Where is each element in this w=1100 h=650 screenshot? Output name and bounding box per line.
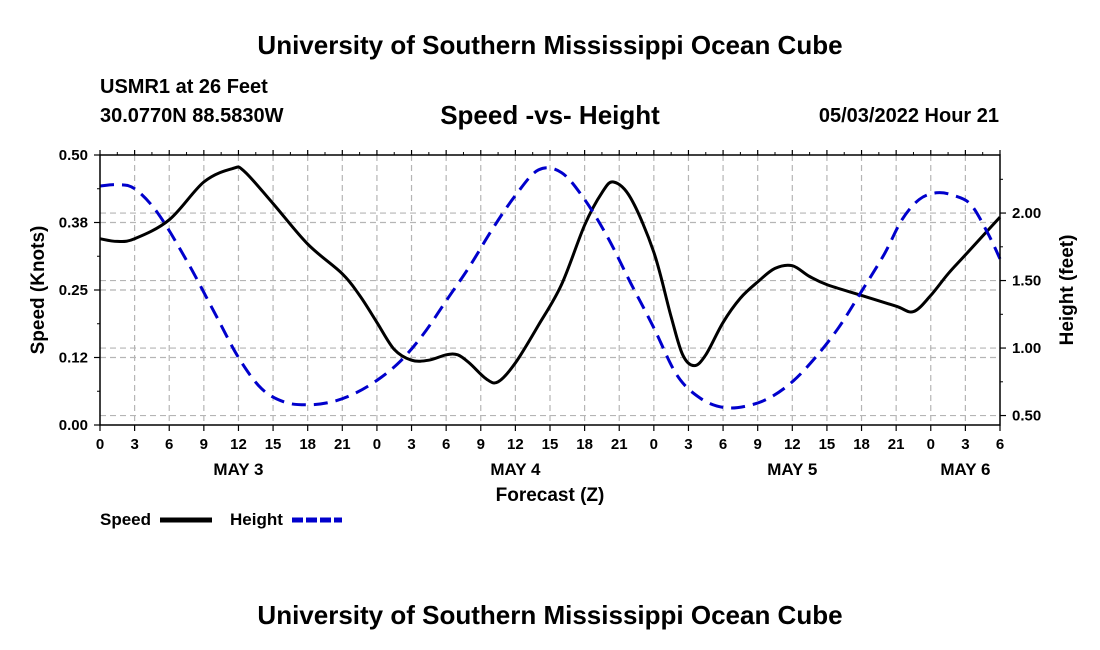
legend: Speed Height — [100, 510, 342, 529]
y2-tick-label: 0.50 — [1012, 408, 1041, 425]
x-tick-label: 12 — [507, 436, 524, 453]
x-tick-label: 18 — [853, 436, 870, 453]
legend-label-speed: Speed — [100, 510, 151, 529]
grid-layer — [100, 155, 1000, 425]
x-tick-label: 12 — [230, 436, 247, 453]
x-tick-label: 15 — [265, 436, 282, 453]
series-line-height — [99, 166, 1002, 410]
forecast-datetime: 05/03/2022 Hour 21 — [818, 105, 999, 127]
station-label: USMR1 at 26 Feet — [100, 76, 268, 98]
legend-label-height: Height — [230, 510, 283, 529]
x-tick-label: 3 — [684, 436, 692, 453]
x-tick-label: 3 — [407, 436, 415, 453]
y2-tick-label: 1.50 — [1012, 273, 1041, 290]
x-tick-label: 3 — [961, 436, 969, 453]
chart-title: Speed -vs- Height — [440, 100, 660, 130]
page-title: University of Southern Mississippi Ocean… — [257, 30, 843, 60]
axis-layer: 0 3 6 9 12 15 18 21 0 3 6 9 12 15 18 21 0 3 6 9 12 15 18 21 0 3 6M… — [28, 147, 1078, 506]
x-tick-label: 9 — [200, 436, 208, 453]
x-axis-title: Forecast (Z) — [496, 485, 605, 506]
y2-axis-title: Height (feet) — [1057, 235, 1078, 346]
x-tick-label: 18 — [576, 436, 593, 453]
x-tick-label: 21 — [888, 436, 905, 453]
y2-tick-label: 2.00 — [1012, 205, 1041, 222]
y-tick-label: 0.38 — [59, 215, 88, 232]
series-line-speed — [99, 165, 1002, 385]
x-tick-label: 12 — [784, 436, 801, 453]
x-tick-label: 21 — [611, 436, 628, 453]
y-tick-label: 0.12 — [59, 350, 88, 367]
x-tick-label: 9 — [754, 436, 762, 453]
x-tick-label: 9 — [477, 436, 485, 453]
x-tick-label: 0 — [650, 436, 658, 453]
x-tick-label: 6 — [996, 436, 1004, 453]
day-label: MAY 3 — [213, 460, 263, 479]
x-tick-label: 0 — [927, 436, 935, 453]
x-tick-label: 6 — [165, 436, 173, 453]
x-tick-label: 3 — [130, 436, 138, 453]
x-tick-label: 6 — [442, 436, 450, 453]
y-tick-label: 0.50 — [59, 147, 88, 164]
x-tick-label: 18 — [299, 436, 316, 453]
x-tick-label: 21 — [334, 436, 351, 453]
x-tick-label: 15 — [819, 436, 836, 453]
footer-title: University of Southern Mississippi Ocean… — [257, 600, 843, 630]
x-tick-label: 0 — [373, 436, 381, 453]
day-label: MAY 4 — [490, 460, 541, 479]
y-axis-title: Speed (Knots) — [28, 226, 49, 355]
x-tick-label: 15 — [542, 436, 559, 453]
station-coordinates: 30.0770N 88.5830W — [100, 105, 284, 127]
x-tick-label: 0 — [96, 436, 104, 453]
x-tick-label: 6 — [719, 436, 727, 453]
y2-tick-label: 1.00 — [1012, 340, 1041, 357]
day-label: MAY 5 — [767, 460, 817, 479]
day-label: MAY 6 — [940, 460, 990, 479]
y-tick-label: 0.00 — [59, 417, 88, 434]
y-tick-label: 0.25 — [59, 282, 88, 299]
series-layer — [99, 165, 1002, 410]
